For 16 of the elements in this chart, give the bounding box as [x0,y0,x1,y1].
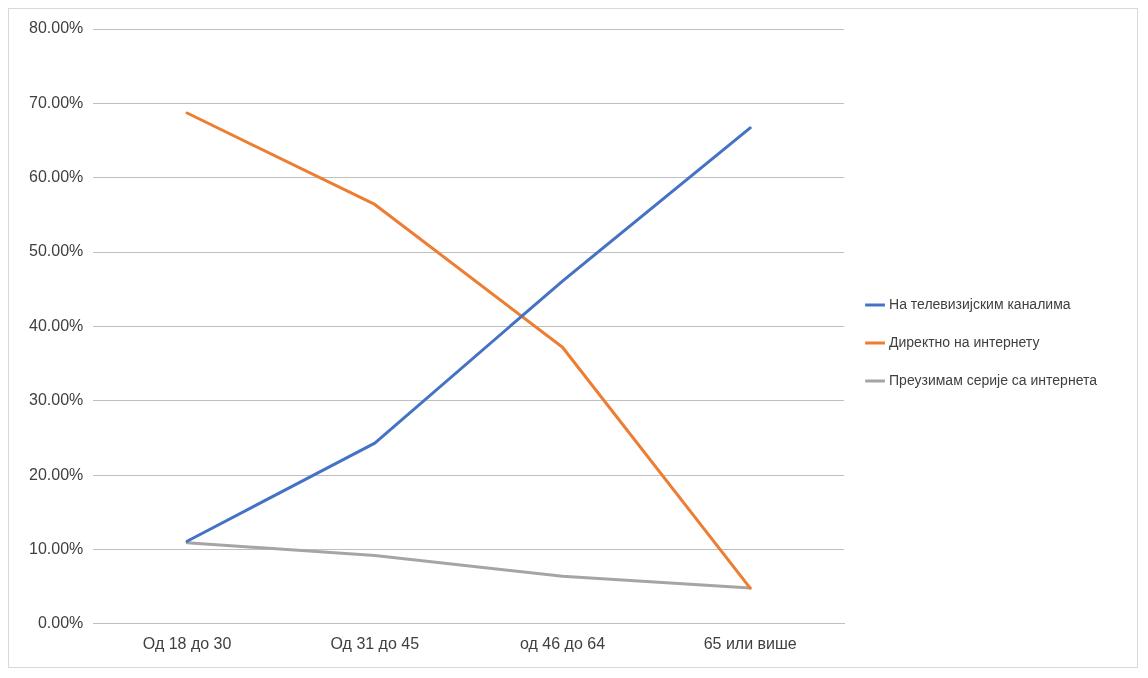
legend-label: Преузимам серије са интернета [889,371,1098,388]
x-tick-label: од 46 до 64 [519,634,606,652]
y-tick-label: 70.00% [29,93,84,111]
y-tick-label: 30.00% [29,391,84,409]
y-tick-label: 20.00% [29,465,84,483]
x-tick-label: Од 18 до 30 [142,634,232,652]
y-tick-label: 50.00% [29,242,84,260]
x-tick-label: Од 31 до 45 [330,634,420,652]
x-tick-label: 65 или више [703,634,797,652]
legend-label: Директно на интернету [889,333,1040,350]
y-tick-label: 40.00% [29,316,84,334]
y-tick-label: 10.00% [29,539,84,557]
y-tick-label: 80.00% [29,19,84,37]
y-tick-label: 60.00% [29,168,84,186]
y-tick-label: 0.00% [37,614,84,632]
legend-label: На телевизијским каналима [889,295,1071,312]
